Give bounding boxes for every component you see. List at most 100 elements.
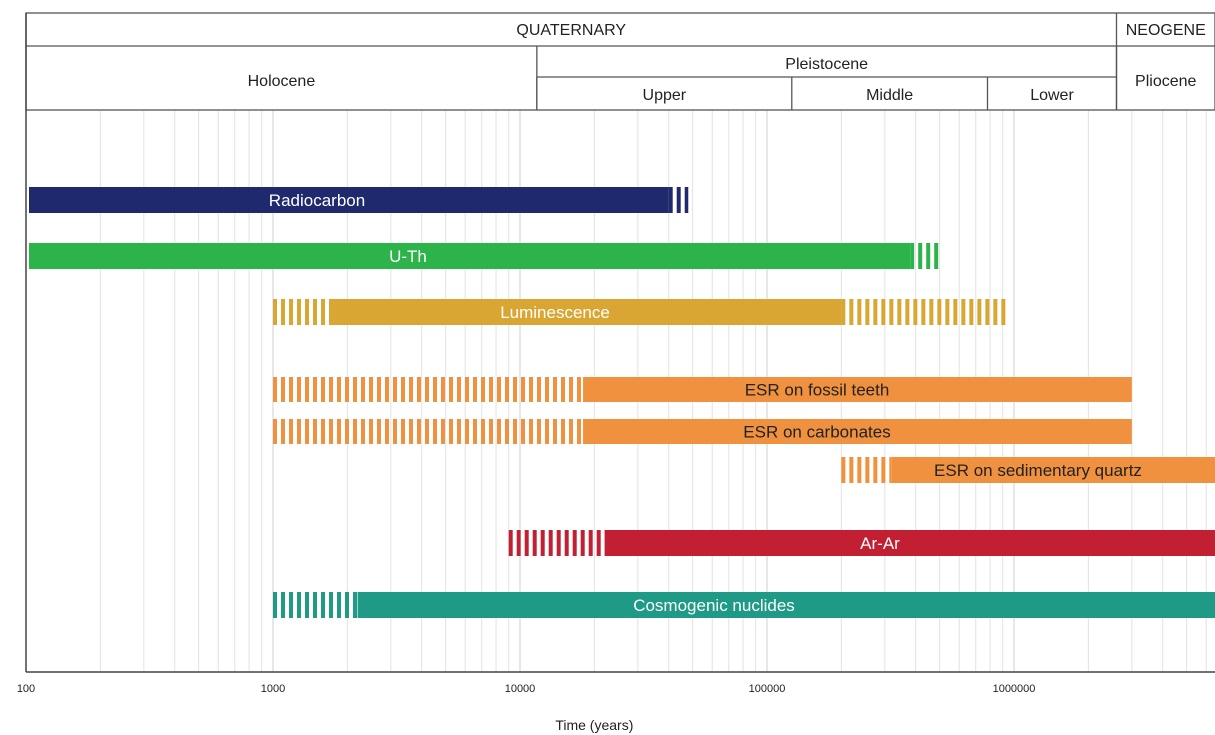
x-axis: 100 1000 10000 100000 1000000 xyxy=(17,13,1215,695)
bar-ar-ar: Ar-Ar xyxy=(508,530,1215,556)
bar-label: Radiocarbon xyxy=(269,191,365,210)
bar-dash-segment xyxy=(433,419,437,444)
bar-dash-segment xyxy=(945,299,950,325)
bar-dash-segment xyxy=(417,419,421,444)
bar-cosmogenic-nuclides: Cosmogenic nuclides xyxy=(273,592,1215,618)
bar-dash-segment xyxy=(393,419,397,444)
bar-luminescence: Luminescence xyxy=(273,299,1006,325)
bar-dash-segment xyxy=(305,377,309,402)
bar-dash-segment xyxy=(929,299,934,325)
bar-dash-segment xyxy=(281,419,285,444)
bar-solid-segment xyxy=(891,457,1215,483)
bar-dash-segment xyxy=(561,377,565,402)
bar-dash-segment xyxy=(433,377,437,402)
bar-dash-segment xyxy=(289,592,293,618)
bar-dash-segment xyxy=(489,419,493,444)
bar-dash-segment xyxy=(548,530,553,556)
bar-dash-segment xyxy=(401,419,405,444)
bar-dash-segment xyxy=(505,377,509,402)
bar-dash-segment xyxy=(481,419,485,444)
bar-dash-segment xyxy=(369,419,373,444)
bar-dash-segment xyxy=(289,299,293,325)
bar-dash-segment xyxy=(313,377,317,402)
bar-dash-segment xyxy=(353,377,357,402)
bar-dash-segment xyxy=(537,377,541,402)
bar-dash-segment xyxy=(273,419,277,444)
bar-dash-segment xyxy=(321,377,325,402)
bar-dash-segment xyxy=(969,299,974,325)
bar-dash-segment xyxy=(297,299,301,325)
bar-dash-segment xyxy=(668,187,673,213)
bar-dash-segment xyxy=(905,299,910,325)
bar-label: Ar-Ar xyxy=(860,534,900,553)
bar-dash-segment xyxy=(1001,299,1006,325)
bar-esr-on-sedimentary-quartz: ESR on sedimentary quartz xyxy=(841,457,1215,483)
x-tick-label: 1000000 xyxy=(993,683,1036,695)
bar-dash-segment xyxy=(473,419,477,444)
bar-radiocarbon: Radiocarbon xyxy=(29,187,689,213)
bar-dash-segment xyxy=(377,377,381,402)
bar-dash-segment xyxy=(849,299,854,325)
bar-dash-segment xyxy=(849,457,854,483)
bar-dash-segment xyxy=(889,299,894,325)
bar-dash-segment xyxy=(329,419,333,444)
bar-solid-segment xyxy=(29,243,911,269)
bar-dash-segment xyxy=(553,419,557,444)
bar-dash-segment xyxy=(577,377,581,402)
bar-dash-segment xyxy=(489,377,493,402)
bar-dash-segment xyxy=(321,592,325,618)
bar-dash-segment xyxy=(529,419,533,444)
bar-dash-segment xyxy=(889,457,892,483)
bar-dash-segment xyxy=(977,299,982,325)
bar-dash-segment xyxy=(537,419,541,444)
bars: Radiocarbon U-Th Luminescence ESR on fossil… xyxy=(29,187,1215,618)
bar-dash-segment xyxy=(588,530,593,556)
bar-label: ESR on fossil teeth xyxy=(745,381,890,400)
bar-dash-segment xyxy=(937,299,942,325)
x-axis-label: Time (years) xyxy=(555,717,633,733)
header-frame xyxy=(25,12,1215,111)
bar-dash-segment xyxy=(881,299,886,325)
bar-dash-segment xyxy=(305,592,309,618)
bar-dash-segment xyxy=(926,243,931,269)
bar-dash-segment xyxy=(313,592,317,618)
bar-dash-segment xyxy=(910,243,915,269)
bar-dash-segment xyxy=(337,592,341,618)
epoch-label: Pliocene xyxy=(1135,73,1196,90)
bar-solid-segment xyxy=(583,377,1132,402)
bar-dash-segment xyxy=(377,419,381,444)
bar-dash-segment xyxy=(881,457,886,483)
bar-dash-segment xyxy=(473,377,477,402)
x-tick-label: 100000 xyxy=(749,683,786,695)
bar-label: ESR on sedimentary quartz xyxy=(934,461,1142,480)
bar-dash-segment xyxy=(305,419,309,444)
bar-dash-segment xyxy=(961,299,966,325)
bar-dash-segment xyxy=(934,243,939,269)
bar-dash-segment xyxy=(313,299,317,325)
bar-dash-segment xyxy=(921,299,926,325)
bar-dash-segment xyxy=(580,530,585,556)
epoch-label: Pleistocene xyxy=(785,56,868,73)
bar-u-th: U-Th xyxy=(29,243,939,269)
bar-dash-segment xyxy=(297,592,301,618)
bar-dash-segment xyxy=(865,457,870,483)
bar-solid-segment xyxy=(604,530,1215,556)
bar-dash-segment xyxy=(841,457,846,483)
bar-dash-segment xyxy=(345,377,349,402)
bar-dash-segment xyxy=(305,299,309,325)
bar-dash-segment xyxy=(329,377,333,402)
bar-dash-segment xyxy=(313,419,317,444)
bar-dash-segment xyxy=(441,377,445,402)
bar-dash-segment xyxy=(545,419,549,444)
bar-dash-segment xyxy=(337,419,341,444)
bar-dash-segment xyxy=(289,419,293,444)
bar-label: ESR on carbonates xyxy=(743,423,890,442)
bar-dash-segment xyxy=(529,377,533,402)
bar-dash-segment xyxy=(353,592,357,618)
bar-dash-segment xyxy=(321,419,325,444)
bar-dash-segment xyxy=(457,419,461,444)
bar-dash-segment xyxy=(684,187,689,213)
bar-dash-segment xyxy=(553,377,557,402)
bar-label: U-Th xyxy=(389,247,427,266)
